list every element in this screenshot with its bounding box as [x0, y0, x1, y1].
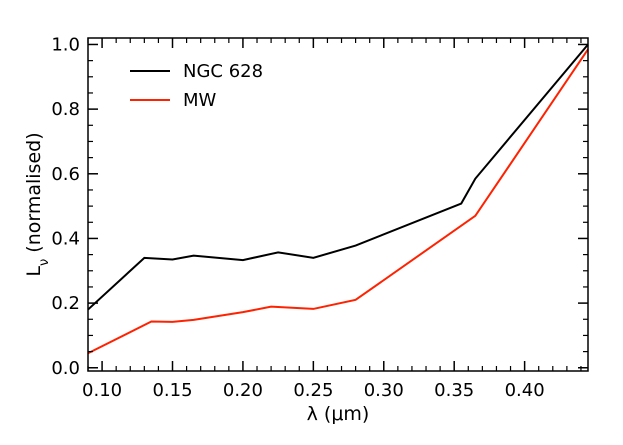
plot-frame	[87, 37, 589, 372]
plot-layer	[87, 43, 589, 355]
x-tick-label: 0.30	[364, 380, 404, 401]
x-axis-title: λ (μm)	[307, 403, 370, 425]
x-tick-label: 0.20	[223, 380, 263, 401]
legend-label-mw: MW	[183, 90, 217, 111]
y-axis-title-symbol: L	[23, 266, 45, 277]
x-tick-label: 0.35	[434, 380, 474, 401]
y-tick-label: 0.4	[51, 228, 80, 249]
y-tick-label: 0.0	[51, 358, 80, 379]
legend-label-ngc-628: NGC 628	[183, 61, 263, 82]
x-tick-label: 0.10	[82, 380, 122, 401]
y-tick-label: 0.2	[51, 293, 80, 314]
y-axis-title-subscript: ν	[37, 259, 52, 266]
y-tick-label: 1.0	[51, 34, 80, 55]
y-tick-label: 0.6	[51, 164, 80, 185]
axis-titles: λ (μm) Lν (normalised)	[23, 132, 369, 425]
y-tick-label: 0.8	[51, 99, 80, 120]
legend: NGC 628 MW	[130, 61, 263, 111]
series-line-mw	[87, 48, 589, 355]
y-axis-title-suffix: (normalised)	[23, 132, 45, 258]
axis-layer: 0.10 0.15 0.20 0.25 0.30 0.35 0.40 0.0 0.2 0.4 0.6…	[51, 34, 589, 401]
x-tick-label: 0.15	[152, 380, 192, 401]
x-tick-label: 0.25	[293, 380, 333, 401]
series-line-ngc-628	[87, 43, 589, 311]
y-axis-title: Lν (normalised)	[23, 132, 52, 276]
x-tick-label: 0.40	[505, 380, 545, 401]
